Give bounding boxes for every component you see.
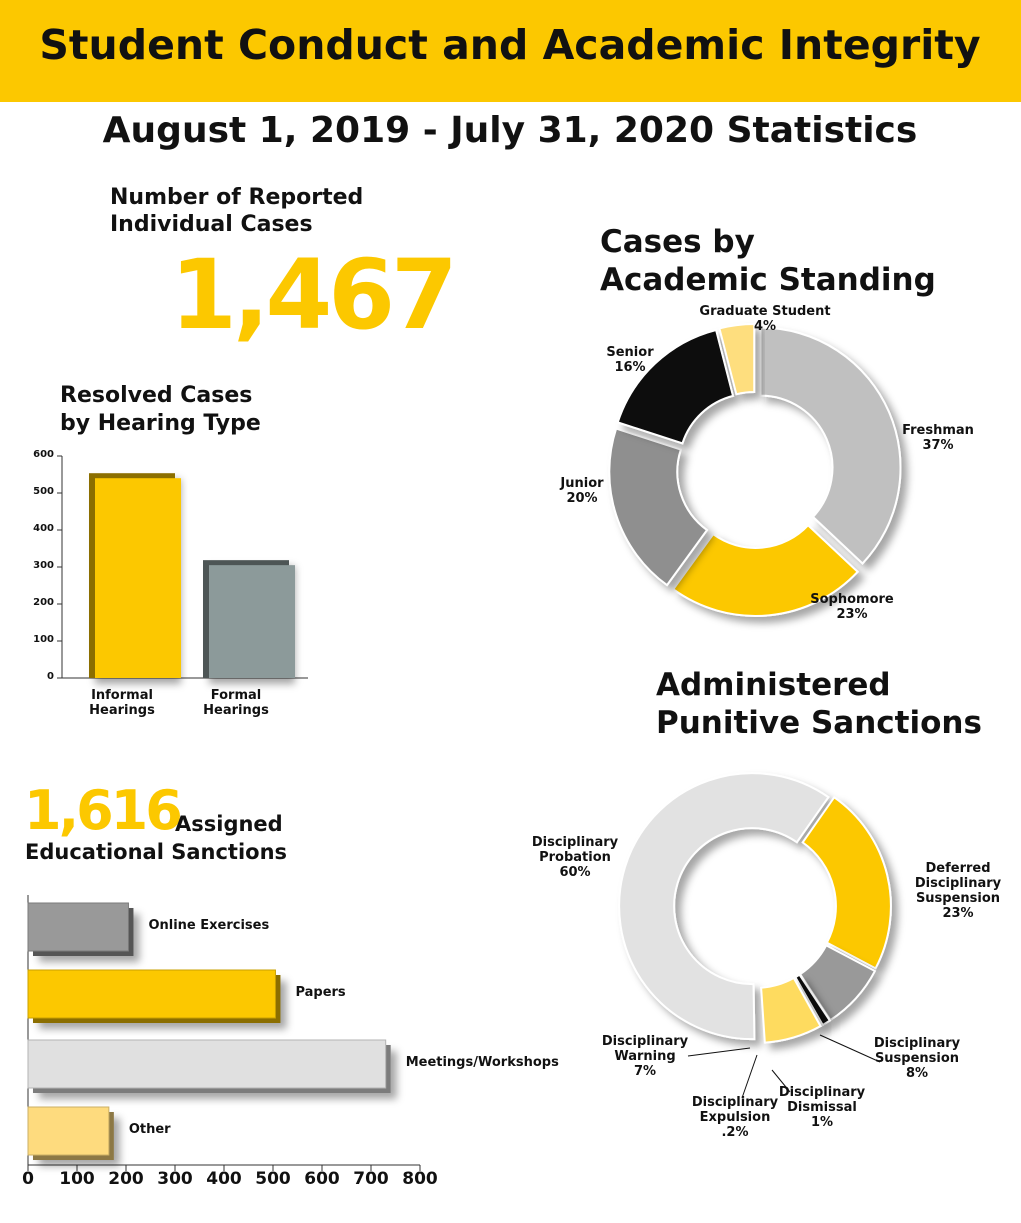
y-tick-label: 500 [33, 486, 54, 497]
donut-slice [608, 427, 709, 587]
slice-value: 23% [942, 906, 974, 921]
slice-label: Graduate Student [699, 304, 831, 319]
slice-label: Freshman [902, 423, 974, 438]
slice-label: Disciplinary Warning [601, 1034, 689, 1064]
slice-value: 8% [905, 1066, 929, 1081]
y-tick-label: 400 [33, 523, 54, 534]
slice-value: 4% [753, 319, 777, 334]
x-tick-label: 800 [402, 1169, 438, 1189]
x-tick-label: 400 [206, 1169, 242, 1189]
bar [27, 969, 276, 1019]
bar-label: Other [128, 1122, 171, 1137]
slice-value: 1% [810, 1115, 834, 1130]
x-tick-label: 0 [22, 1169, 34, 1189]
bar [209, 565, 295, 678]
chart-title: Administered [656, 667, 891, 703]
slice-label: Senior [606, 345, 654, 360]
chart-title: by Hearing Type [60, 411, 261, 436]
chart-title: Academic Standing [600, 262, 936, 298]
slice-value: 60% [559, 865, 591, 880]
y-tick-label: 600 [33, 449, 54, 460]
total-value: 1,616 [24, 779, 183, 842]
stat-title: Individual Cases [110, 212, 313, 237]
slice-label: Disciplinary Probation [531, 835, 619, 865]
bar [27, 902, 129, 952]
slice-label: Junior [560, 476, 604, 491]
bar [95, 478, 181, 678]
chart-title: Assigned [175, 812, 283, 836]
donut-slice [760, 976, 822, 1044]
slice-value: 23% [836, 607, 868, 622]
bar-label: Online Exercises [148, 918, 270, 933]
header-band [0, 0, 1021, 102]
x-tick-label: Formal Hearings [203, 688, 269, 718]
leader-line [771, 1069, 791, 1093]
slice-value: 7% [633, 1064, 657, 1079]
x-tick-label: 200 [108, 1169, 144, 1189]
page-subtitle: August 1, 2019 - July 31, 2020 Statistic… [102, 110, 918, 151]
slice-label: Deferred Disciplinary Suspension [914, 861, 1002, 906]
donut-slice [801, 795, 892, 970]
x-tick-label: 300 [157, 1169, 193, 1189]
slice-value: 16% [614, 360, 646, 375]
x-tick-label: 600 [304, 1169, 340, 1189]
x-tick-label: 700 [353, 1169, 389, 1189]
slice-label: Disciplinary Dismissal [778, 1085, 866, 1115]
slice-value: 20% [566, 491, 598, 506]
slice-label: Disciplinary Expulsion [691, 1095, 779, 1125]
bar [27, 1039, 387, 1089]
x-tick-label: 100 [59, 1169, 95, 1189]
page-title: Student Conduct and Academic Integrity [39, 21, 981, 69]
donut-slice [616, 328, 735, 445]
donut-slice [618, 772, 830, 1041]
slice-value: 37% [922, 438, 954, 453]
stat-title: Number of Reported [110, 185, 364, 210]
chart-title: Resolved Cases [60, 383, 253, 408]
leader-line [819, 1034, 881, 1063]
chart-title: Cases by [600, 224, 755, 260]
x-tick-label: Informal Hearings [89, 688, 155, 718]
slice-label: Disciplinary Suspension [873, 1036, 961, 1066]
donut-slice [671, 523, 860, 617]
y-tick-label: 100 [33, 634, 54, 645]
slice-value: .2% [721, 1125, 749, 1140]
x-tick-label: 500 [255, 1169, 291, 1189]
y-tick-label: 300 [33, 560, 54, 571]
donut-slice [759, 326, 902, 565]
leader-line [741, 1054, 758, 1099]
leader-line [687, 1047, 751, 1057]
bar [27, 1106, 110, 1156]
y-tick-label: 200 [33, 597, 54, 608]
chart-title: Educational Sanctions [25, 840, 288, 864]
donut-slice [718, 323, 756, 396]
stat-value: 1,467 [170, 239, 458, 351]
chart-title: Punitive Sanctions [656, 705, 982, 741]
bar-label: Meetings/Workshops [405, 1055, 559, 1070]
y-tick-label: 0 [47, 671, 54, 682]
slice-label: Sophomore [810, 592, 894, 607]
bar-label: Papers [295, 985, 346, 1000]
